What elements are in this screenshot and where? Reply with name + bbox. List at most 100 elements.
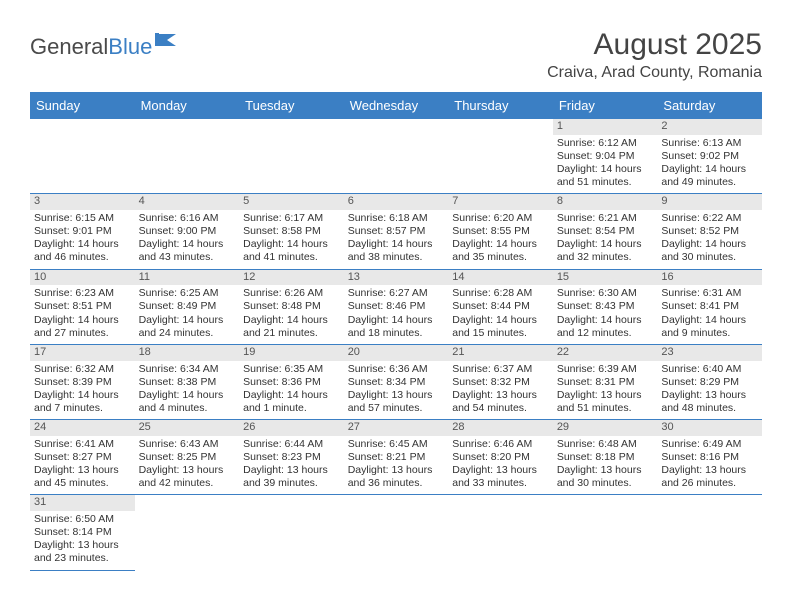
page-title: August 2025: [547, 28, 762, 62]
day-number: 23: [657, 345, 762, 361]
daylight-text: Daylight: 14 hours: [139, 389, 236, 402]
sunrise-text: Sunrise: 6:39 AM: [557, 363, 654, 376]
daylight-text: Daylight: 13 hours: [348, 389, 445, 402]
day-number: 17: [30, 345, 135, 361]
calendar-row: 1Sunrise: 6:12 AMSunset: 9:04 PMDaylight…: [30, 119, 762, 194]
calendar-cell: 8Sunrise: 6:21 AMSunset: 8:54 PMDaylight…: [553, 194, 658, 269]
daylight-text: and 15 minutes.: [452, 327, 549, 340]
calendar-row: 24Sunrise: 6:41 AMSunset: 8:27 PMDayligh…: [30, 420, 762, 495]
calendar-cell: 23Sunrise: 6:40 AMSunset: 8:29 PMDayligh…: [657, 344, 762, 419]
sunrise-text: Sunrise: 6:35 AM: [243, 363, 340, 376]
sunset-text: Sunset: 8:54 PM: [557, 225, 654, 238]
daylight-text: Daylight: 14 hours: [139, 238, 236, 251]
sunset-text: Sunset: 8:20 PM: [452, 451, 549, 464]
sunrise-text: Sunrise: 6:34 AM: [139, 363, 236, 376]
calendar-cell: [448, 495, 553, 570]
calendar-row: 3Sunrise: 6:15 AMSunset: 9:01 PMDaylight…: [30, 194, 762, 269]
col-sunday: Sunday: [30, 92, 135, 119]
daylight-text: and 12 minutes.: [557, 327, 654, 340]
daylight-text: Daylight: 13 hours: [557, 464, 654, 477]
day-number: 13: [344, 270, 449, 286]
daylight-text: Daylight: 13 hours: [452, 389, 549, 402]
day-number: 20: [344, 345, 449, 361]
daylight-text: Daylight: 14 hours: [243, 314, 340, 327]
sunset-text: Sunset: 8:23 PM: [243, 451, 340, 464]
sunset-text: Sunset: 8:44 PM: [452, 300, 549, 313]
sunset-text: Sunset: 8:46 PM: [348, 300, 445, 313]
daylight-text: and 36 minutes.: [348, 477, 445, 490]
daylight-text: and 24 minutes.: [139, 327, 236, 340]
calendar-row: 31Sunrise: 6:50 AMSunset: 8:14 PMDayligh…: [30, 495, 762, 570]
calendar-cell: 25Sunrise: 6:43 AMSunset: 8:25 PMDayligh…: [135, 420, 240, 495]
sunset-text: Sunset: 8:29 PM: [661, 376, 758, 389]
daylight-text: Daylight: 13 hours: [34, 539, 131, 552]
day-number: 4: [135, 194, 240, 210]
daylight-text: and 38 minutes.: [348, 251, 445, 264]
calendar-cell: [239, 495, 344, 570]
calendar-cell: 9Sunrise: 6:22 AMSunset: 8:52 PMDaylight…: [657, 194, 762, 269]
sunrise-text: Sunrise: 6:16 AM: [139, 212, 236, 225]
calendar-cell: 7Sunrise: 6:20 AMSunset: 8:55 PMDaylight…: [448, 194, 553, 269]
sunset-text: Sunset: 8:48 PM: [243, 300, 340, 313]
daylight-text: Daylight: 14 hours: [348, 238, 445, 251]
daylight-text: and 43 minutes.: [139, 251, 236, 264]
daylight-text: Daylight: 13 hours: [452, 464, 549, 477]
calendar-cell: 30Sunrise: 6:49 AMSunset: 8:16 PMDayligh…: [657, 420, 762, 495]
daylight-text: and 57 minutes.: [348, 402, 445, 415]
sunrise-text: Sunrise: 6:25 AM: [139, 287, 236, 300]
daylight-text: Daylight: 13 hours: [243, 464, 340, 477]
sunrise-text: Sunrise: 6:30 AM: [557, 287, 654, 300]
daylight-text: Daylight: 14 hours: [34, 238, 131, 251]
day-number: 2: [657, 119, 762, 135]
sunrise-text: Sunrise: 6:49 AM: [661, 438, 758, 451]
sunrise-text: Sunrise: 6:26 AM: [243, 287, 340, 300]
calendar-cell: 22Sunrise: 6:39 AMSunset: 8:31 PMDayligh…: [553, 344, 658, 419]
sunset-text: Sunset: 8:49 PM: [139, 300, 236, 313]
daylight-text: and 18 minutes.: [348, 327, 445, 340]
daylight-text: and 54 minutes.: [452, 402, 549, 415]
daylight-text: and 42 minutes.: [139, 477, 236, 490]
col-wednesday: Wednesday: [344, 92, 449, 119]
sunset-text: Sunset: 8:25 PM: [139, 451, 236, 464]
daylight-text: Daylight: 14 hours: [661, 314, 758, 327]
daylight-text: and 32 minutes.: [557, 251, 654, 264]
calendar-cell: [30, 119, 135, 194]
daylight-text: and 35 minutes.: [452, 251, 549, 264]
sunrise-text: Sunrise: 6:37 AM: [452, 363, 549, 376]
sunset-text: Sunset: 8:18 PM: [557, 451, 654, 464]
daylight-text: and 33 minutes.: [452, 477, 549, 490]
calendar-cell: 28Sunrise: 6:46 AMSunset: 8:20 PMDayligh…: [448, 420, 553, 495]
daylight-text: Daylight: 13 hours: [557, 389, 654, 402]
sunrise-text: Sunrise: 6:17 AM: [243, 212, 340, 225]
sunset-text: Sunset: 9:02 PM: [661, 150, 758, 163]
daylight-text: and 23 minutes.: [34, 552, 131, 565]
sunrise-text: Sunrise: 6:45 AM: [348, 438, 445, 451]
daylight-text: and 30 minutes.: [557, 477, 654, 490]
calendar-cell: [344, 495, 449, 570]
sunset-text: Sunset: 8:39 PM: [34, 376, 131, 389]
day-number: 16: [657, 270, 762, 286]
sunset-text: Sunset: 8:31 PM: [557, 376, 654, 389]
day-number: 8: [553, 194, 658, 210]
calendar-cell: [135, 495, 240, 570]
logo: GeneralBlue: [30, 34, 178, 60]
calendar-row: 17Sunrise: 6:32 AMSunset: 8:39 PMDayligh…: [30, 344, 762, 419]
daylight-text: and 41 minutes.: [243, 251, 340, 264]
calendar-cell: [553, 495, 658, 570]
day-number: 18: [135, 345, 240, 361]
day-number: 24: [30, 420, 135, 436]
sunset-text: Sunset: 8:51 PM: [34, 300, 131, 313]
sunrise-text: Sunrise: 6:31 AM: [661, 287, 758, 300]
day-number: 5: [239, 194, 344, 210]
daylight-text: Daylight: 13 hours: [34, 464, 131, 477]
daylight-text: and 27 minutes.: [34, 327, 131, 340]
calendar-cell: 10Sunrise: 6:23 AMSunset: 8:51 PMDayligh…: [30, 269, 135, 344]
calendar-cell: 15Sunrise: 6:30 AMSunset: 8:43 PMDayligh…: [553, 269, 658, 344]
calendar-cell: 17Sunrise: 6:32 AMSunset: 8:39 PMDayligh…: [30, 344, 135, 419]
day-number: 1: [553, 119, 658, 135]
daylight-text: Daylight: 14 hours: [452, 238, 549, 251]
sunset-text: Sunset: 9:04 PM: [557, 150, 654, 163]
calendar-cell: [239, 119, 344, 194]
sunset-text: Sunset: 8:34 PM: [348, 376, 445, 389]
sunset-text: Sunset: 8:58 PM: [243, 225, 340, 238]
